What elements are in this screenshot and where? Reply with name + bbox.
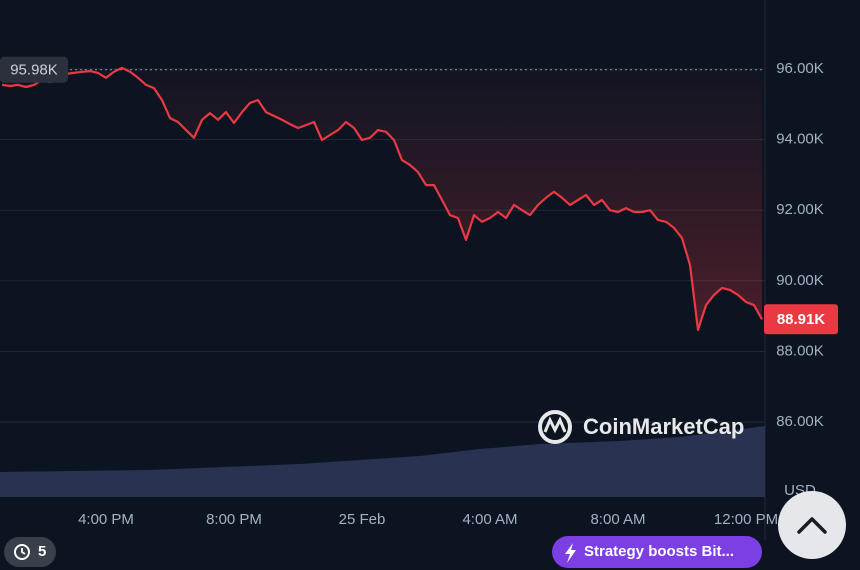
plot: 95.98K 88.91K bbox=[0, 56, 838, 335]
x-tick-label: 4:00 AM bbox=[462, 511, 517, 528]
news-icon bbox=[565, 543, 576, 563]
y-tick-label: 90.00K bbox=[776, 272, 824, 289]
current-price-label: 88.91K bbox=[777, 311, 826, 328]
news-text: Strategy boosts Bit... bbox=[584, 543, 734, 560]
history-icon bbox=[14, 544, 30, 560]
watermark: CoinMarketCap bbox=[538, 410, 744, 444]
x-tick-label: 4:00 PM bbox=[78, 511, 134, 528]
news-pill[interactable] bbox=[552, 536, 762, 568]
news-button[interactable]: Strategy boosts Bit... bbox=[552, 536, 762, 568]
watermark-logo-mark bbox=[543, 416, 567, 434]
x-tick-label: 12:00 PM bbox=[714, 511, 778, 528]
price-line bbox=[1, 66, 763, 331]
reference-label: 95.98K bbox=[10, 62, 58, 79]
x-tick-label: 8:00 AM bbox=[590, 511, 645, 528]
current-price-badge bbox=[764, 304, 838, 335]
watermark-text: CoinMarketCap bbox=[583, 414, 744, 439]
y-tick-label: 86.00K bbox=[776, 413, 824, 430]
y-tick-label: 88.00K bbox=[776, 342, 824, 359]
history-button[interactable]: 5 bbox=[4, 537, 56, 567]
history-icon-hand bbox=[21, 548, 26, 555]
y-tick-label: 96.00K bbox=[776, 60, 824, 77]
watermark-logo bbox=[538, 410, 572, 444]
grid: 86.00K 88.00K 90.00K 92.00K 94.00K 96.00K 4:00… bbox=[0, 0, 824, 540]
y-tick-label: 92.00K bbox=[776, 201, 824, 218]
x-tick-label: 25 Feb bbox=[339, 511, 386, 528]
price-area bbox=[2, 67, 762, 330]
reference-label-bg bbox=[0, 56, 68, 83]
scroll-top-chevron bbox=[797, 517, 827, 534]
scroll-top-circle[interactable] bbox=[778, 491, 846, 559]
volume-area bbox=[0, 426, 765, 497]
x-tick-label: 8:00 PM bbox=[206, 511, 262, 528]
y-tick-label: 94.00K bbox=[776, 131, 824, 148]
scroll-top-button[interactable] bbox=[778, 491, 846, 559]
history-count: 5 bbox=[38, 543, 46, 560]
